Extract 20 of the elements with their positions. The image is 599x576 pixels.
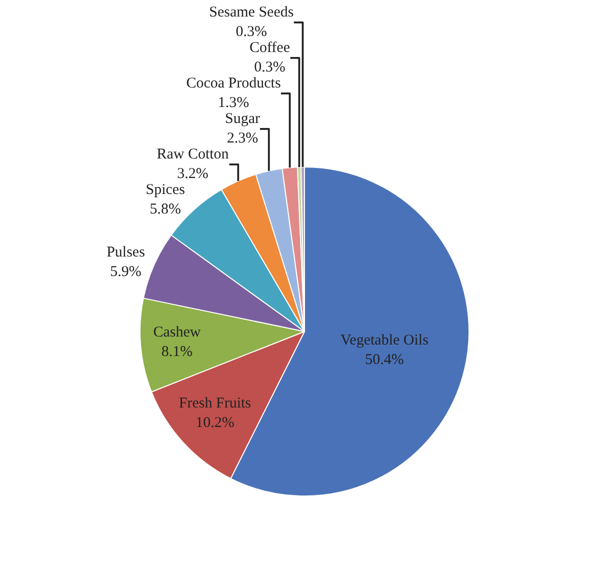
slice-label: Coffee (249, 40, 290, 56)
slice-label: Sugar (225, 111, 260, 128)
slice-label: Vegetable Oils (340, 332, 429, 349)
slice-label: Raw Cotton (156, 146, 230, 163)
data-label: 2.3% (226, 130, 258, 147)
data-label: 3.2% (177, 166, 208, 182)
data-label: 10.2% (196, 415, 234, 432)
data-label: 1.3% (218, 95, 250, 112)
data-label: 5.8% (150, 202, 181, 218)
slice-label: Cocoa Products (186, 76, 281, 92)
data-label: 0.3% (236, 24, 268, 40)
data-label: 5.9% (110, 264, 142, 280)
slice-label: Cashew (153, 324, 201, 341)
slice-label: Fresh Fruits (178, 396, 252, 412)
slice-label: Pulses (106, 244, 146, 261)
slice-label: Spices (146, 182, 186, 198)
data-label: 50.4% (365, 352, 404, 368)
data-label: 0.3% (254, 60, 286, 76)
data-label: 8.1% (161, 344, 193, 360)
slice-label: Sesame Seeds (209, 4, 294, 21)
